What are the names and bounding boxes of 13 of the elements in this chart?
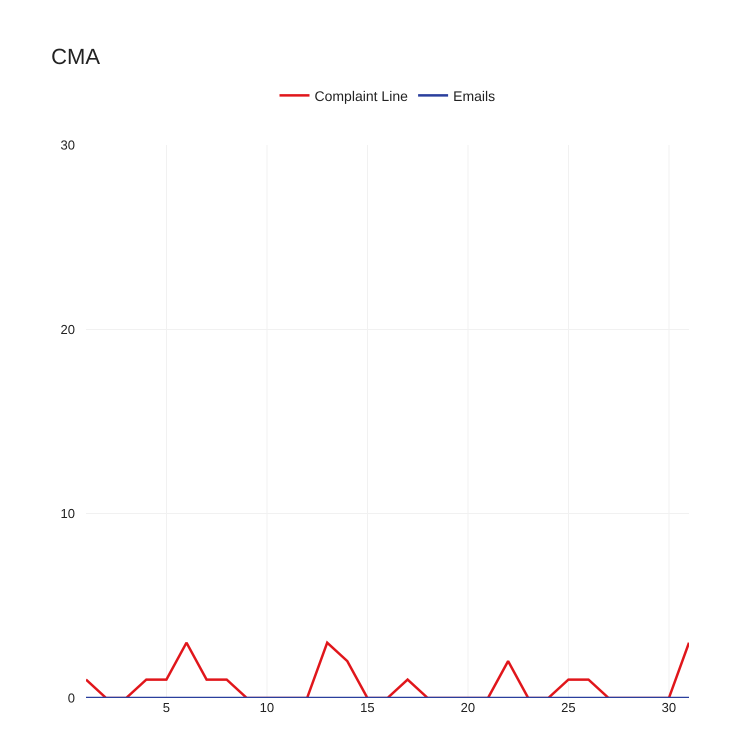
y-tick-label: 20 [60,322,75,337]
x-tick-label: 30 [662,700,676,715]
y-tick-label: 0 [68,690,75,706]
y-tick-label: 30 [60,138,75,153]
chart-title: CMA [51,44,100,70]
x-tick-label: 15 [360,700,375,715]
x-tick-label: 5 [162,700,170,715]
legend-label: Complaint Line [314,88,408,104]
y-tick-label: 10 [60,506,75,522]
x-tick-label: 10 [260,700,274,715]
legend-label: Emails [453,88,496,104]
x-tick-label: 25 [561,700,576,715]
x-tick-label: 20 [460,700,476,715]
